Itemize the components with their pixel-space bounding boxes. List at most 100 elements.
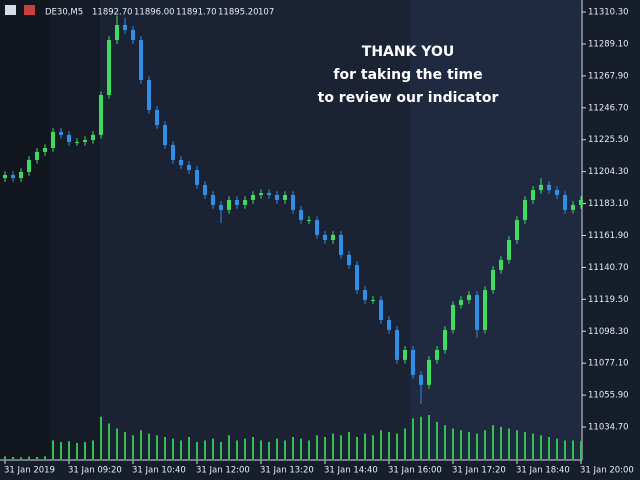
volume-bar <box>492 425 494 459</box>
volume-bar <box>300 438 302 459</box>
high-price: 11896.00 <box>134 8 175 18</box>
candle-body <box>275 194 279 200</box>
volume-bar <box>428 415 430 459</box>
candle-body <box>523 199 527 220</box>
low-price: 11891.70 <box>176 8 217 18</box>
candle-body <box>227 199 231 210</box>
candle-body <box>379 299 383 320</box>
session-band <box>410 0 582 460</box>
candle-body <box>363 290 367 300</box>
volume-bar <box>12 456 14 459</box>
candle-body <box>83 140 87 142</box>
volume-bar <box>52 440 54 459</box>
volume-bar <box>340 435 342 459</box>
candle-body <box>491 269 495 291</box>
candle-body <box>539 184 543 191</box>
session-band <box>50 0 100 460</box>
candle-body <box>315 219 319 235</box>
volume-bar <box>452 428 454 459</box>
y-tick-label: 11183.10 <box>588 199 629 209</box>
candle-body <box>395 329 399 360</box>
volume-bar <box>124 431 126 459</box>
candle-body <box>123 24 127 30</box>
candle-body <box>291 194 295 210</box>
candle-body <box>203 184 207 195</box>
volume-bar <box>4 456 6 459</box>
volume-bar <box>84 442 86 459</box>
volume-bar <box>532 433 534 459</box>
candle-body <box>507 240 511 260</box>
candle-body <box>219 204 223 210</box>
candle-body <box>451 304 455 330</box>
volume-bar <box>388 431 390 459</box>
candle-body <box>67 134 71 142</box>
candle-body <box>259 193 263 195</box>
volume-bar <box>412 418 414 459</box>
x-tick-label: 31 Jan 10:40 <box>132 466 186 476</box>
candle-body <box>171 145 175 160</box>
volume-bar <box>460 430 462 459</box>
volume-bar <box>284 440 286 459</box>
candle-body <box>555 190 559 195</box>
volume-bar <box>540 435 542 459</box>
volume-bar <box>164 437 166 459</box>
candle-body <box>35 151 39 160</box>
volume-bar <box>44 456 46 459</box>
volume-bar <box>244 438 246 459</box>
y-tick-label: 11077.10 <box>588 359 629 369</box>
candle-body <box>443 329 447 350</box>
candle-body <box>163 124 167 146</box>
volume-bar <box>484 430 486 459</box>
candle-body <box>147 79 151 110</box>
volume-bar <box>404 428 406 459</box>
candle-body <box>483 290 487 330</box>
icon <box>5 5 16 15</box>
candle-body <box>211 194 215 205</box>
volume-bar <box>172 438 174 459</box>
candle-body <box>243 199 247 205</box>
candle-body <box>419 374 423 385</box>
candle-body <box>19 171 23 178</box>
y-tick-label: 11034.70 <box>588 423 629 433</box>
volume-bar <box>180 440 182 459</box>
volume-bar <box>348 431 350 459</box>
y-tick-label: 11246.70 <box>588 103 629 113</box>
candle-body <box>115 24 119 41</box>
open-price: 11892.70 <box>92 8 133 18</box>
volume-bar <box>204 440 206 459</box>
volume-bar <box>156 435 158 459</box>
volume-bar <box>108 423 110 459</box>
candle-body <box>459 299 463 305</box>
candle-body <box>91 134 95 141</box>
volume-bar <box>116 428 118 459</box>
candle-body <box>43 148 47 152</box>
candle-body <box>51 131 55 149</box>
volume-bar <box>372 435 374 459</box>
x-tick-label: 31 Jan 17:20 <box>452 466 506 476</box>
y-tick-label: 11055.90 <box>588 391 629 401</box>
candle-body <box>515 219 519 241</box>
candle-body <box>235 199 239 205</box>
volume-bar <box>252 437 254 459</box>
x-tick-label: 31 Jan 20:00 <box>580 466 634 476</box>
candle-body <box>131 29 135 41</box>
volume-bar <box>508 428 510 459</box>
y-tick-label: 11098.30 <box>588 327 629 337</box>
candle-body <box>427 359 431 385</box>
volume-bar <box>332 433 334 459</box>
candle-body <box>59 131 63 135</box>
y-tick-label: 11204.30 <box>588 167 629 177</box>
volume-bar <box>60 442 62 459</box>
candle-body <box>339 234 343 255</box>
y-tick-label: 11289.10 <box>588 39 629 49</box>
x-tick-label: 31 Jan 09:20 <box>68 466 122 476</box>
candle-body <box>195 169 199 185</box>
volume-bar <box>212 438 214 459</box>
candle-body <box>179 159 183 166</box>
volume-bar <box>564 440 566 459</box>
candle-body <box>27 159 31 172</box>
x-tick-label: 31 Jan 2019 <box>4 466 55 476</box>
volume-bar <box>220 442 222 459</box>
candle-body <box>251 194 255 200</box>
